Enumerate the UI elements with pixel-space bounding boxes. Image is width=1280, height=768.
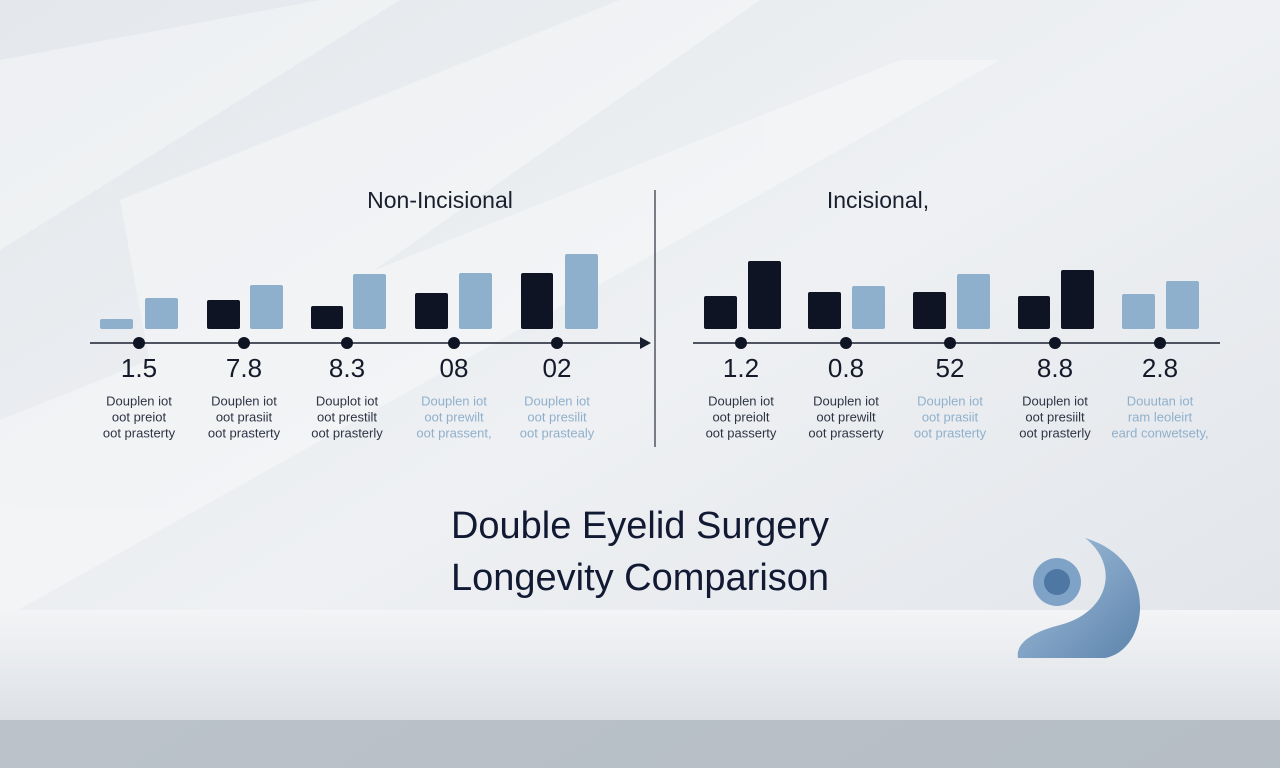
- group-caption: oot prasterly: [1019, 425, 1091, 440]
- panel-title: Non-Incisional: [367, 187, 513, 213]
- panel-title: Incisional,: [827, 187, 929, 213]
- group-caption: oot passerty: [706, 425, 777, 440]
- group-caption: Douplen iot: [106, 393, 172, 408]
- group-value: 08: [440, 353, 469, 383]
- group-value: 0.8: [828, 353, 864, 383]
- axis-dot: [341, 337, 353, 349]
- group-value: 1.5: [121, 353, 157, 383]
- group-caption: oot prasterty: [103, 425, 176, 440]
- group-caption: oot prasserty: [808, 425, 884, 440]
- group-caption: oot presiilt: [1025, 409, 1085, 424]
- group-caption: Douplot iot: [316, 393, 379, 408]
- group-caption: oot prestilt: [317, 409, 377, 424]
- group-caption: oot prasterty: [914, 425, 987, 440]
- group-caption: oot presilit: [527, 409, 587, 424]
- main-title: Longevity Comparison: [451, 557, 829, 599]
- group-caption: oot prasterty: [208, 425, 281, 440]
- group-value: 1.2: [723, 353, 759, 383]
- group-caption: oot preiolt: [712, 409, 769, 424]
- ornament: [1017, 538, 1141, 658]
- group-value: 8.3: [329, 353, 365, 383]
- group-caption: oot prasterly: [311, 425, 383, 440]
- group-caption: Douplen iot: [524, 393, 590, 408]
- group-value: 8.8: [1037, 353, 1073, 383]
- table-edge: [0, 720, 1280, 768]
- group-caption: oot prasiit: [922, 409, 979, 424]
- group-caption: oot prasiit: [216, 409, 273, 424]
- group-value: 52: [936, 353, 965, 383]
- group-caption: Douplen iot: [708, 393, 774, 408]
- group-caption: oot prastealy: [520, 425, 595, 440]
- axis-dot: [840, 337, 852, 349]
- axis-dot: [944, 337, 956, 349]
- group-caption: oot prassent,: [416, 425, 491, 440]
- group-caption: Douplen iot: [1022, 393, 1088, 408]
- group-caption: Douplen iot: [917, 393, 983, 408]
- group-caption: oot prewilt: [424, 409, 484, 424]
- axis-dot: [551, 337, 563, 349]
- axis-arrow: [640, 337, 651, 349]
- group-caption: oot prewilt: [816, 409, 876, 424]
- axis-dot: [1049, 337, 1061, 349]
- main-title: Double Eyelid Surgery: [451, 505, 829, 547]
- axis-dot: [133, 337, 145, 349]
- group-caption: Douutan iot: [1127, 393, 1194, 408]
- group-caption: Douplen iot: [813, 393, 879, 408]
- group-value: 02: [543, 353, 572, 383]
- axis-dot: [238, 337, 250, 349]
- axis-dot: [735, 337, 747, 349]
- group-caption: Douplen iot: [421, 393, 487, 408]
- bars: [100, 254, 1199, 329]
- group-caption: Douplen iot: [211, 393, 277, 408]
- axis-dot: [1154, 337, 1166, 349]
- group-caption: oot preiot: [112, 409, 167, 424]
- axis-dot: [448, 337, 460, 349]
- group-value: 2.8: [1142, 353, 1178, 383]
- group-caption: ram leoleirt: [1128, 409, 1193, 424]
- group-caption: eard conwetsety,: [1111, 425, 1208, 440]
- group-value: 7.8: [226, 353, 262, 383]
